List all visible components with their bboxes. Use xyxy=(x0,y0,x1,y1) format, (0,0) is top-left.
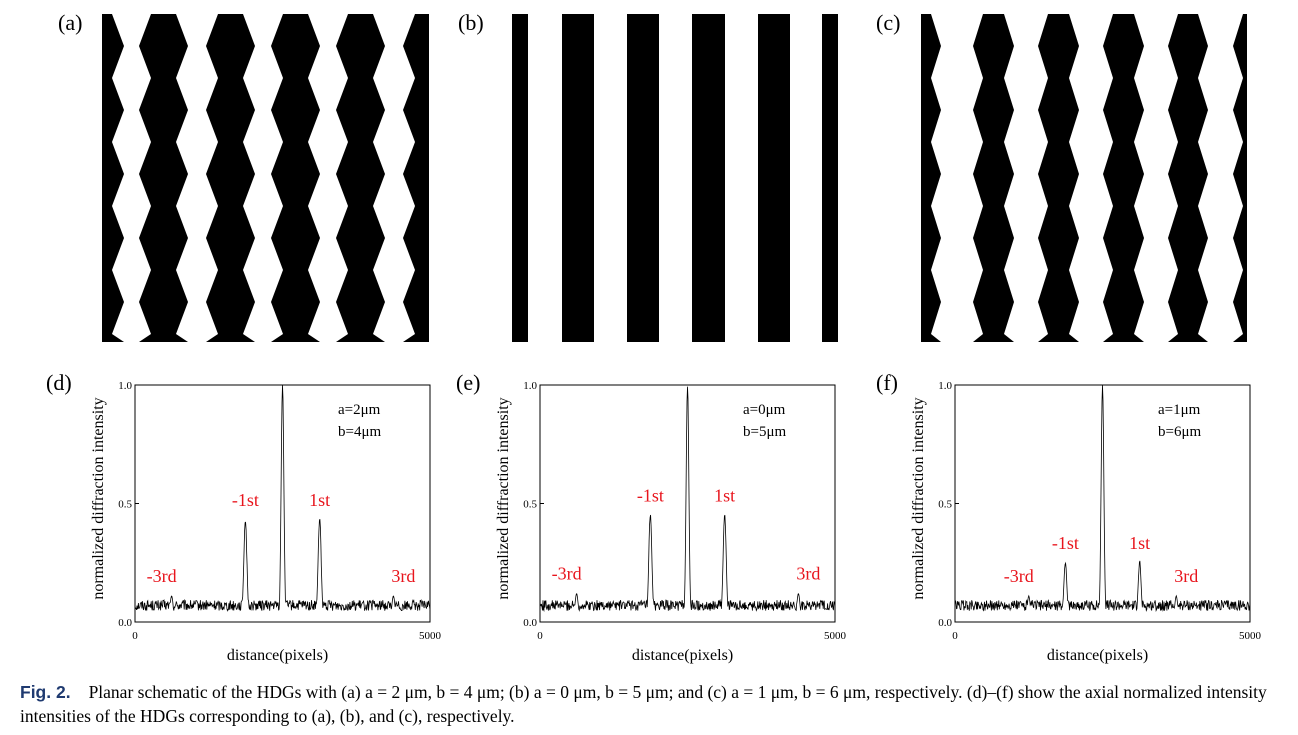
panel-label-a: (a) xyxy=(58,10,82,35)
y-tick-label: 0.5 xyxy=(118,499,132,511)
panel-label-b: (b) xyxy=(458,10,484,35)
y-axis-label: normalized diffraction intensity xyxy=(90,397,107,599)
chart-panel-label: (e) xyxy=(456,370,480,395)
y-tick-label: 0.5 xyxy=(938,499,952,511)
grating-bar xyxy=(271,14,320,342)
chart-panel-label: (f) xyxy=(876,370,898,395)
grating-bar xyxy=(758,14,790,342)
intensity-chart-f: (f) 0.0 0.5 1.0 0 5000 distance(pixels) normali… xyxy=(876,370,1262,664)
y-tick-label: 1.0 xyxy=(118,380,132,392)
intensity-trace xyxy=(954,385,1251,612)
grating-bar xyxy=(1168,14,1208,342)
y-tick-label: 1.0 xyxy=(523,380,537,392)
parameter-label: b=5μm xyxy=(743,424,787,440)
y-axis-label: normalized diffraction intensity xyxy=(495,397,512,599)
diffraction-order-label: 3rd xyxy=(391,566,415,586)
plot-frame xyxy=(134,384,431,623)
grating-bar xyxy=(1038,14,1079,342)
y-tick-label: 0.0 xyxy=(118,617,132,629)
parameter-label: b=6μm xyxy=(1158,424,1202,440)
diffraction-order-label: 1st xyxy=(714,485,735,505)
grating-bar xyxy=(1103,14,1144,342)
x-axis-label: distance(pixels) xyxy=(632,647,733,664)
grating-bar xyxy=(562,14,594,342)
caption-label: Fig. 2. xyxy=(20,682,71,702)
x-axis-label: distance(pixels) xyxy=(1047,647,1148,664)
diffraction-order-label: 3rd xyxy=(1174,566,1198,586)
x-tick-label: 5000 xyxy=(419,630,442,642)
parameter-label: b=4μm xyxy=(338,424,382,440)
y-tick-label: 0.5 xyxy=(523,499,537,511)
intensity-trace xyxy=(134,384,431,612)
grating-schematic-b: (b) xyxy=(458,10,838,342)
x-tick-label: 5000 xyxy=(1239,630,1262,642)
diffraction-order-label: -3rd xyxy=(147,566,177,586)
diffraction-order-label: 1st xyxy=(309,490,330,510)
grating-bar xyxy=(512,14,528,342)
chart-panel-label: (d) xyxy=(46,370,72,395)
x-tick-label: 0 xyxy=(537,630,543,642)
grating-schematic-a: (a) xyxy=(58,10,429,342)
diffraction-order-label: -1st xyxy=(232,490,259,510)
y-tick-label: 0.0 xyxy=(523,617,537,629)
grating-bar xyxy=(627,14,659,342)
grating-bar xyxy=(692,14,725,342)
parameter-label: a=2μm xyxy=(338,402,381,418)
intensity-chart-d: (d) 0.0 0.5 1.0 0 5000 distance(pixels) normali… xyxy=(46,370,442,664)
grating-bar xyxy=(206,14,255,342)
grating-bar xyxy=(1233,14,1247,342)
x-tick-label: 0 xyxy=(132,630,138,642)
parameter-label: a=1μm xyxy=(1158,402,1201,418)
x-tick-label: 5000 xyxy=(824,630,847,642)
x-axis-label: distance(pixels) xyxy=(227,647,328,664)
y-tick-label: 0.0 xyxy=(938,617,952,629)
grating-bar xyxy=(336,14,385,342)
diffraction-order-label: -1st xyxy=(637,485,664,505)
intensity-trace xyxy=(539,386,836,613)
grating-bar xyxy=(921,14,941,342)
plot-frame xyxy=(539,384,836,623)
grating-bar xyxy=(822,14,838,342)
diffraction-order-label: 1st xyxy=(1129,533,1150,553)
y-tick-label: 1.0 xyxy=(938,380,952,392)
diffraction-order-label: 3rd xyxy=(796,564,820,584)
diffraction-order-label: -1st xyxy=(1052,533,1079,553)
grating-bar xyxy=(139,14,188,342)
grating-schematic-c: (c) xyxy=(876,10,1247,342)
diffraction-order-label: -3rd xyxy=(1004,566,1034,586)
plot-frame xyxy=(954,384,1251,623)
x-tick-label: 0 xyxy=(952,630,958,642)
figure-caption: Fig. 2. Planar schematic of the HDGs with… xyxy=(20,680,1285,728)
grating-bar xyxy=(973,14,1014,342)
intensity-chart-e: (e) 0.0 0.5 1.0 0 5000 distance(pixels) normali… xyxy=(456,370,847,664)
grating-bar xyxy=(102,14,124,342)
panel-label-c: (c) xyxy=(876,10,900,35)
grating-bar xyxy=(403,14,429,342)
caption-text: Planar schematic of the HDGs with (a) a … xyxy=(20,682,1267,726)
diffraction-order-label: -3rd xyxy=(552,564,582,584)
parameter-label: a=0μm xyxy=(743,402,786,418)
y-axis-label: normalized diffraction intensity xyxy=(910,397,927,599)
